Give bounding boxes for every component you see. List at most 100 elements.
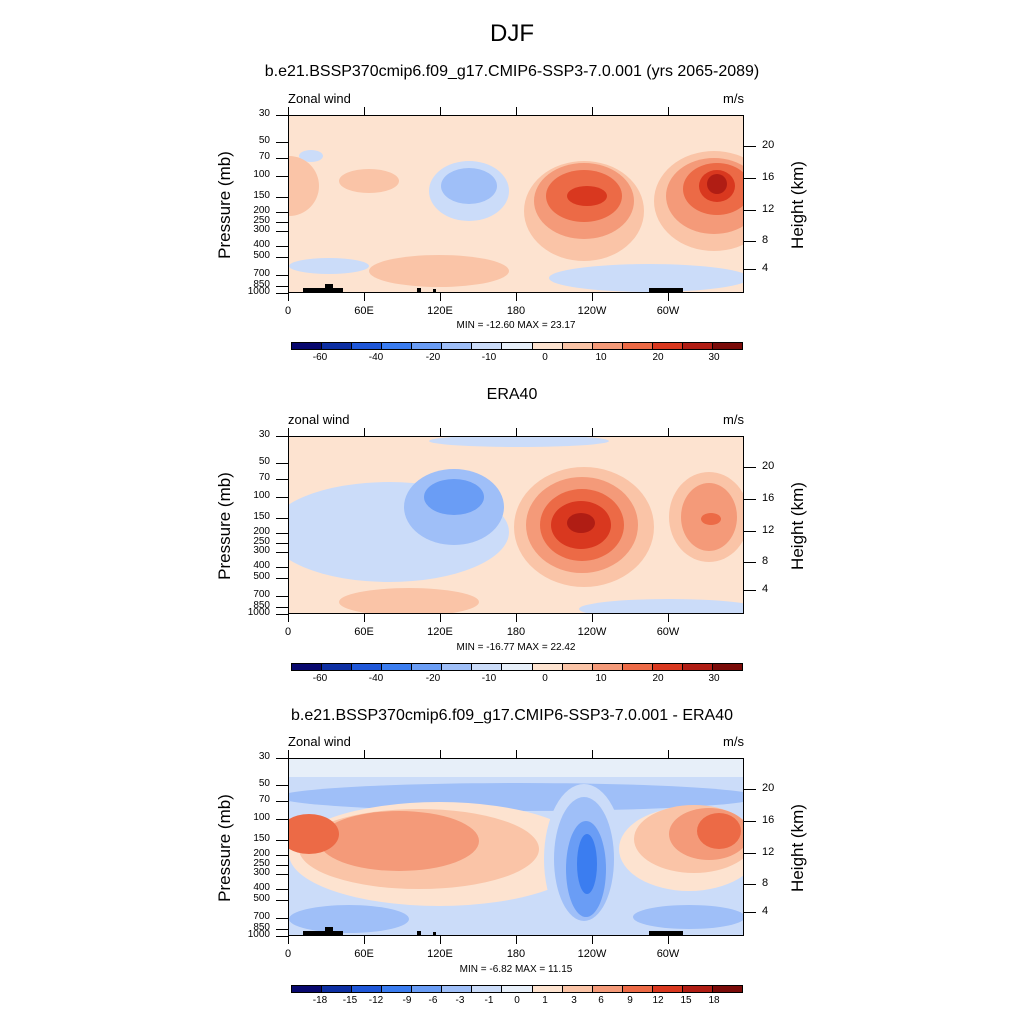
- height-tick-mark: [744, 912, 756, 913]
- ytick-mark: [276, 889, 288, 890]
- colorbar-segment: [622, 664, 653, 670]
- colorbar-label-0: 0: [542, 673, 548, 684]
- colorbar-label--18: -18: [312, 995, 328, 1006]
- ytick-mark: [276, 197, 288, 198]
- colorbar-segment: [442, 343, 473, 349]
- height-tick-label-20: 20: [762, 460, 775, 472]
- xtick-mark: [516, 107, 517, 115]
- contour-blue-lower: [289, 905, 409, 933]
- ytick-mark: [276, 543, 288, 544]
- colorbar-segment: [532, 664, 563, 670]
- colorbar-segment: [472, 343, 503, 349]
- ytick-label-100: 100: [253, 812, 270, 823]
- height-tick-mark: [744, 789, 756, 790]
- xtick-mark: [668, 750, 669, 758]
- xtick-mark: [364, 107, 365, 115]
- ytick-mark: [276, 176, 288, 177]
- ytick-label-30: 30: [258, 429, 270, 440]
- ytick-mark: [276, 497, 288, 498]
- ytick-mark: [276, 929, 288, 930]
- ytick-mark: [276, 463, 288, 464]
- colorbar-label--20: -20: [425, 352, 441, 363]
- ytick-label-1000: 1000: [247, 607, 270, 618]
- ytick-mark: [276, 275, 288, 276]
- colorbar-label-0: 0: [514, 995, 520, 1006]
- contour-orange-jet-2-max: [707, 174, 727, 194]
- colorbar-segment: [292, 986, 323, 992]
- ytick-label-100: 100: [253, 490, 270, 501]
- ytick-label-1000: 1000: [247, 286, 270, 297]
- colorbar-segment: [322, 664, 353, 670]
- ytick-mark: [276, 578, 288, 579]
- topography-africa-peak: [325, 284, 333, 292]
- xtick-label-120W: 120W: [577, 626, 607, 638]
- contour-top-layer: [289, 759, 743, 777]
- xtick-mark: [592, 936, 593, 944]
- xtick-label-120W: 120W: [577, 305, 607, 317]
- colorbar-label--1: -1: [484, 995, 494, 1006]
- ytick-mark: [276, 158, 288, 159]
- xtick-mark: [516, 428, 517, 436]
- ytick-label-300: 300: [253, 867, 270, 878]
- contour-orange-lower: [339, 588, 479, 613]
- colorbar-segment: [352, 664, 383, 670]
- colorbar-label-6: 6: [598, 995, 604, 1006]
- panel-2-ylabel-right: Height (km): [788, 482, 807, 570]
- xtick-mark: [592, 614, 593, 622]
- xtick-mark: [440, 614, 441, 622]
- colorbar-segment: [352, 343, 383, 349]
- colorbar-segment: [622, 986, 653, 992]
- contour-blue-lower: [549, 264, 743, 292]
- contour-orange-big-core: [319, 811, 479, 871]
- panel-1-colorbar: [291, 342, 743, 350]
- panel-1-min-max: MIN = -12.60 MAX = 23.17: [456, 320, 576, 331]
- topography-andes: [649, 931, 683, 935]
- colorbar-segment: [442, 986, 473, 992]
- height-tick-label-12: 12: [762, 846, 775, 858]
- xtick-label-180: 180: [506, 948, 526, 960]
- colorbar-label--15: -15: [342, 995, 358, 1006]
- colorbar-segment: [712, 986, 742, 992]
- ytick-label-50: 50: [258, 456, 270, 467]
- colorbar-segment: [412, 986, 443, 992]
- panel-1-title: b.e21.BSSP370cmip6.f09_g17.CMIP6-SSP3-7.…: [264, 63, 760, 80]
- xtick-mark: [668, 428, 669, 436]
- height-tick-label-4: 4: [762, 262, 769, 274]
- colorbar-segment: [442, 664, 473, 670]
- ytick-mark: [276, 874, 288, 875]
- colorbar-label-18: 18: [708, 995, 720, 1006]
- colorbar-label-30: 30: [708, 352, 720, 363]
- contour-orange-lower: [369, 255, 509, 287]
- colorbar-segment: [682, 986, 713, 992]
- xtick-mark: [592, 107, 593, 115]
- ytick-mark: [276, 293, 288, 294]
- xtick-mark: [288, 750, 289, 758]
- ytick-label-250: 250: [253, 215, 270, 226]
- ytick-mark: [276, 855, 288, 856]
- panel-2-variable-label: zonal wind: [288, 412, 350, 427]
- ytick-label-850: 850: [253, 279, 270, 290]
- height-tick-mark: [744, 853, 756, 854]
- ytick-mark: [276, 436, 288, 437]
- ytick-label-850: 850: [253, 922, 270, 933]
- xtick-label-0: 0: [284, 305, 292, 317]
- xtick-label-60W: 60W: [656, 948, 680, 960]
- panel-2-colorbar: [291, 663, 743, 671]
- xtick-label-120E: 120E: [427, 948, 453, 960]
- colorbar-segment: [382, 986, 413, 992]
- xtick-label-120W: 120W: [577, 948, 607, 960]
- panel-1-units-label: m/s: [723, 91, 744, 106]
- xtick-label-0: 0: [284, 948, 292, 960]
- ytick-mark: [276, 533, 288, 534]
- ytick-label-250: 250: [253, 858, 270, 869]
- xtick-mark: [288, 293, 289, 301]
- colorbar-segment: [532, 986, 563, 992]
- colorbar-segment: [502, 664, 533, 670]
- panel-2-title: ERA40: [486, 386, 538, 403]
- ytick-label-50: 50: [258, 135, 270, 146]
- colorbar-segment: [352, 986, 383, 992]
- topography-africa: [303, 288, 343, 292]
- xtick-label-60E: 60E: [354, 626, 374, 638]
- xtick-mark: [364, 936, 365, 944]
- ytick-mark: [276, 257, 288, 258]
